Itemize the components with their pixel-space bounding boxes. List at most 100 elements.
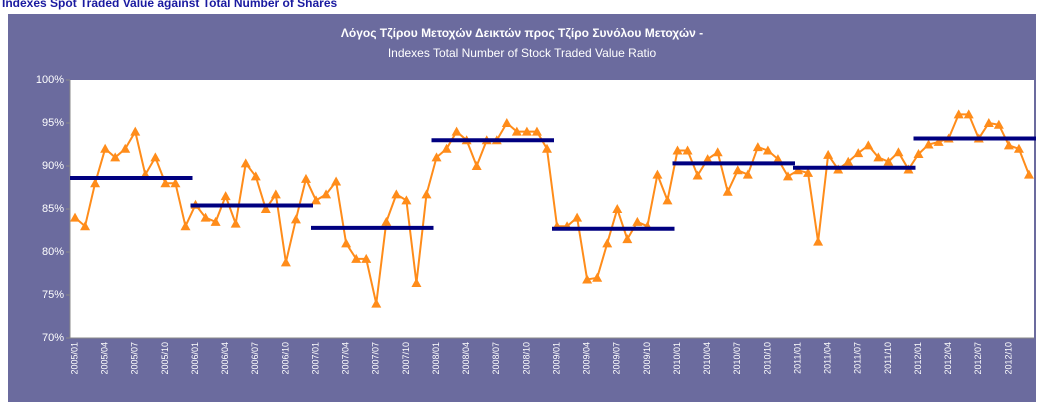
point-marker	[351, 253, 362, 263]
point-marker	[521, 126, 532, 136]
point-marker	[361, 253, 372, 263]
plot-area	[70, 80, 1034, 338]
point-marker	[541, 143, 552, 153]
point-marker	[441, 143, 452, 153]
x-tick-label: 2007/07	[371, 342, 381, 375]
point-marker	[662, 195, 673, 205]
x-tick-label: 2012/07	[973, 342, 983, 375]
point-marker	[110, 152, 121, 162]
point-marker	[823, 149, 834, 159]
point-marker	[682, 145, 693, 155]
point-marker	[80, 221, 91, 231]
point-marker	[843, 156, 854, 166]
point-marker	[602, 238, 613, 248]
x-tick-label: 2010/07	[732, 342, 742, 375]
y-tick-label: 80%	[42, 246, 64, 258]
point-marker	[572, 212, 583, 222]
point-marker	[813, 236, 824, 246]
x-tick-label: 2009/07	[612, 342, 622, 375]
point-marker	[772, 154, 783, 164]
x-tick-label: 2008/01	[431, 342, 441, 375]
x-tick-label: 2012/01	[913, 342, 923, 375]
point-marker	[652, 169, 663, 179]
point-marker	[993, 119, 1004, 129]
point-marker	[270, 189, 281, 199]
point-marker	[782, 171, 793, 181]
x-tick-label: 2007/01	[310, 342, 320, 375]
point-marker	[230, 218, 241, 228]
point-marker	[752, 142, 763, 152]
point-marker	[130, 126, 141, 136]
point-marker	[612, 204, 623, 213]
x-tick-label: 2005/07	[130, 342, 140, 375]
point-marker	[381, 216, 392, 226]
x-tick-label: 2008/10	[521, 342, 531, 375]
point-marker	[471, 161, 482, 170]
point-marker	[401, 195, 412, 205]
point-marker	[210, 216, 221, 226]
point-marker	[923, 139, 934, 149]
x-tick-label: 2009/10	[642, 342, 652, 375]
x-tick-label: 2011/07	[853, 342, 863, 374]
y-tick-label: 75%	[42, 289, 64, 301]
point-marker	[803, 167, 814, 177]
x-tick-label: 2010/01	[672, 342, 682, 375]
y-tick-label: 90%	[42, 160, 64, 172]
x-tick-label: 2005/10	[160, 342, 170, 375]
point-marker	[90, 178, 101, 188]
point-marker	[280, 257, 291, 267]
x-tick-label: 2007/10	[401, 342, 411, 375]
point-marker	[341, 238, 352, 248]
x-tick-label: 2011/10	[883, 342, 893, 374]
point-marker	[100, 143, 111, 153]
point-marker	[311, 195, 322, 205]
point-marker	[170, 178, 181, 188]
x-tick-label: 2005/01	[69, 342, 79, 375]
point-marker	[853, 148, 864, 158]
point-marker	[883, 156, 894, 166]
point-marker	[1013, 143, 1024, 153]
x-tick-label: 2006/07	[250, 342, 260, 375]
point-marker	[240, 158, 251, 168]
x-tick-label: 2007/04	[341, 342, 351, 375]
x-tick-label: 2006/01	[190, 342, 200, 375]
point-marker	[70, 212, 81, 222]
x-tick-label: 2012/10	[1003, 342, 1013, 375]
point-marker	[1003, 140, 1014, 150]
point-marker	[331, 176, 342, 186]
point-marker	[953, 109, 964, 119]
x-tick-label: 2008/07	[491, 342, 501, 375]
chart-title: Λόγος Τζίρου Μετοχών Δεικτών προς Τζίρο …	[341, 26, 703, 40]
point-marker	[321, 189, 332, 199]
point-marker	[732, 165, 743, 175]
y-tick-label: 85%	[42, 203, 64, 215]
x-tick-label: 2011/04	[823, 342, 833, 374]
point-marker	[592, 272, 603, 282]
point-marker	[983, 118, 994, 127]
point-marker	[511, 126, 522, 136]
point-marker	[250, 171, 261, 181]
x-tick-label: 2008/04	[461, 342, 471, 375]
point-marker	[391, 189, 402, 199]
point-marker	[762, 145, 773, 155]
point-marker	[180, 221, 191, 231]
point-marker	[200, 212, 211, 222]
chart-subtitle: Indexes Total Number of Stock Traded Val…	[388, 46, 657, 60]
point-marker	[371, 298, 382, 308]
point-marker	[933, 136, 944, 146]
point-marker	[290, 214, 301, 224]
point-marker	[150, 152, 161, 162]
point-marker	[913, 148, 924, 158]
page-header: Indexes Spot Traded Value against Total …	[2, 0, 338, 10]
point-marker	[300, 173, 311, 183]
x-tick-label: 2006/04	[220, 342, 230, 375]
x-tick-label: 2006/10	[280, 342, 290, 375]
point-marker	[712, 147, 723, 157]
x-tick-label: 2011/01	[792, 342, 802, 374]
point-marker	[863, 140, 874, 150]
point-marker	[742, 169, 753, 179]
point-marker	[722, 186, 733, 196]
x-tick-label: 2009/01	[551, 342, 561, 375]
point-marker	[531, 126, 542, 136]
